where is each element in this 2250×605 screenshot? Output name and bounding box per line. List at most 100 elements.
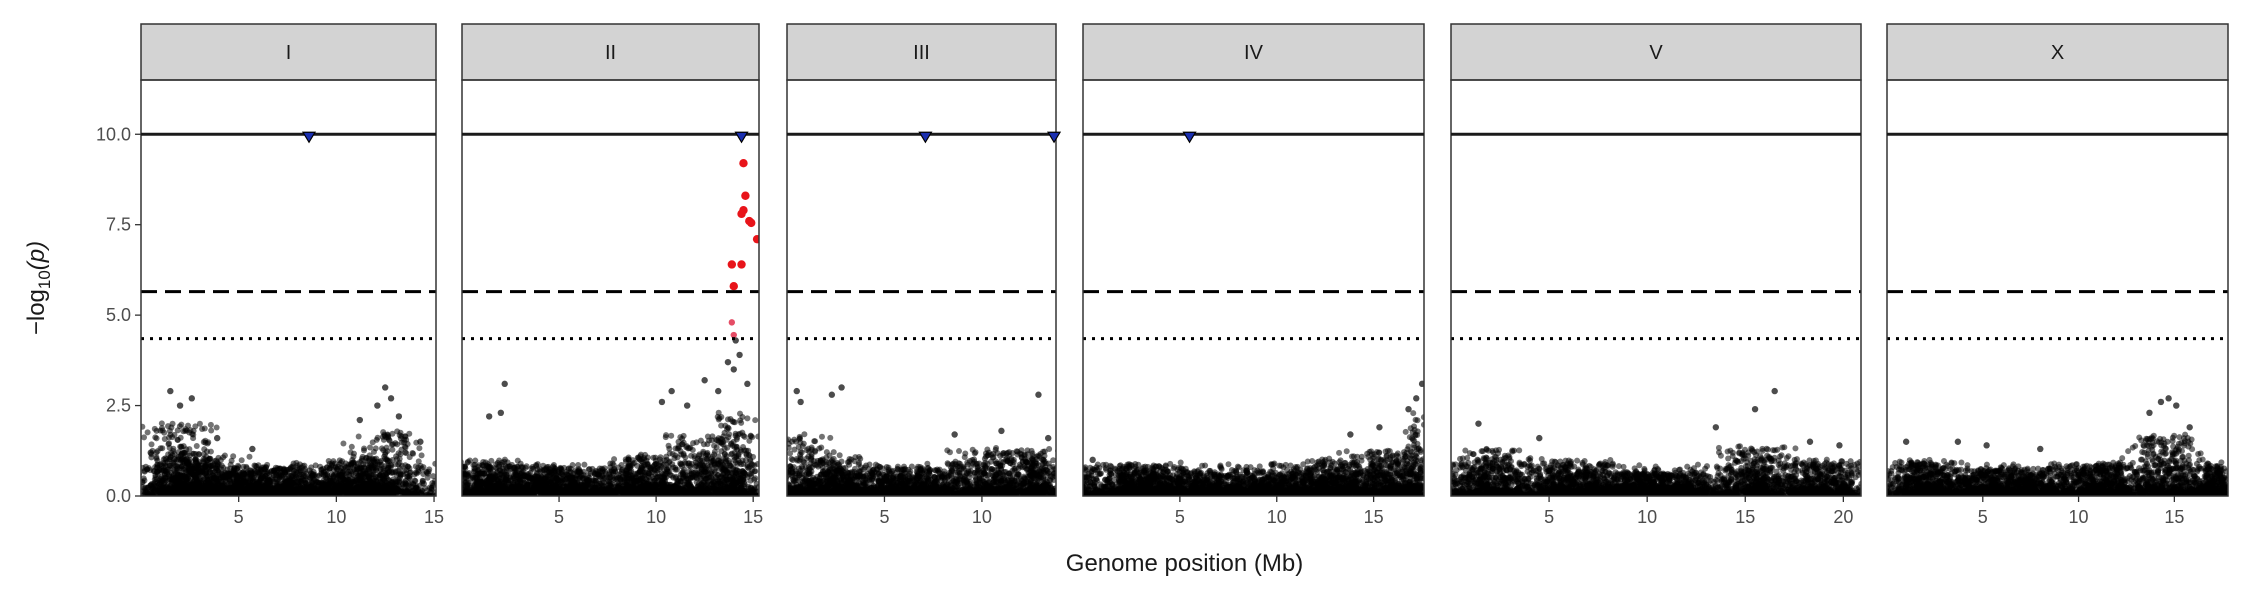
snp-point [177, 444, 183, 450]
snp-point [626, 457, 632, 463]
snp-point [263, 464, 269, 470]
snp-point [413, 463, 419, 469]
snp-point [370, 439, 376, 445]
snp-point [211, 477, 217, 483]
snp-point [203, 481, 209, 487]
snp-point [392, 440, 398, 446]
snp-point [207, 470, 213, 476]
snp-peak-point [417, 439, 423, 445]
snp-point [162, 462, 168, 468]
snp-point [385, 487, 391, 493]
snp-point [310, 471, 316, 477]
snp-point [704, 451, 710, 457]
snp-peak-point [374, 402, 380, 408]
snp-point [366, 465, 372, 471]
snp-point [363, 470, 369, 476]
snp-point [356, 473, 362, 479]
snp-point [401, 484, 407, 490]
snp-point [289, 473, 295, 479]
snp-point [686, 445, 692, 451]
snp-point [271, 467, 277, 473]
snp-point [349, 444, 355, 450]
snp-point [198, 463, 204, 469]
snp-point [175, 457, 181, 463]
snp-peak-point [189, 395, 195, 401]
snp-peak-point [249, 446, 255, 452]
snp-point [237, 472, 243, 478]
snp-point [162, 436, 168, 442]
snp-point [406, 475, 412, 481]
snp-point [309, 478, 315, 484]
snp-point [346, 464, 352, 470]
snp-point [219, 484, 225, 490]
snp-point [456, 490, 462, 496]
snp-point [192, 463, 198, 469]
snp-point [666, 446, 672, 452]
y-tick-label: 2.5 [106, 396, 131, 416]
snp-point [201, 439, 207, 445]
snp-point [162, 475, 168, 481]
snp-peak-point [357, 417, 363, 423]
snp-point [378, 466, 384, 472]
x-tick-label: 15 [424, 507, 444, 527]
snp-point [199, 426, 205, 432]
snp-point [155, 462, 161, 468]
snp-point [183, 469, 189, 475]
snp-point [321, 469, 327, 475]
snp-point [398, 451, 404, 457]
snp-point [157, 489, 163, 495]
snp-point [455, 459, 461, 465]
snp-point [294, 465, 300, 471]
snp-point [151, 487, 157, 493]
snp-point [132, 488, 138, 494]
snp-point [133, 423, 139, 429]
snp-point [377, 473, 383, 479]
x-axis-label: Genome position (Mb) [1066, 550, 1303, 577]
snp-point [379, 483, 385, 489]
snp-point [194, 443, 200, 449]
snp-point [375, 435, 381, 441]
snp-point [325, 492, 331, 498]
snp-point [152, 434, 158, 440]
snp-point [298, 479, 304, 485]
snp-point [134, 488, 140, 494]
snp-point [714, 437, 720, 443]
snp-point [255, 488, 261, 494]
snp-point [215, 471, 221, 477]
snp-point [406, 431, 412, 437]
snp-point [701, 441, 707, 447]
snp-point [178, 435, 184, 441]
snp-point [356, 433, 362, 439]
snp-point [182, 457, 188, 463]
snp-point [348, 449, 354, 455]
snp-point [395, 461, 401, 467]
snp-point [405, 464, 411, 470]
snp-point [275, 488, 281, 494]
points-layer [132, 384, 438, 499]
snp-point [139, 424, 145, 430]
snp-point [248, 469, 254, 475]
snp-point [330, 487, 336, 493]
snp-point [413, 492, 419, 498]
snp-point [158, 445, 164, 451]
y-tick-label: 5.0 [106, 305, 131, 325]
snp-point [398, 430, 404, 436]
snp-point [230, 453, 236, 459]
snp-point [326, 481, 332, 487]
snp-point [204, 448, 210, 454]
snp-point [454, 467, 460, 473]
snp-point [635, 455, 641, 461]
snp-point [174, 465, 180, 471]
snp-point [414, 485, 420, 491]
y-axis-label: −log10(p) [23, 241, 54, 335]
snp-point [170, 448, 176, 454]
snp-point [451, 478, 457, 484]
snp-point [214, 424, 220, 430]
snp-point [390, 479, 396, 485]
snp-point [455, 465, 461, 471]
snp-point [276, 472, 282, 478]
snp-point [424, 470, 430, 476]
snp-point [141, 434, 147, 440]
